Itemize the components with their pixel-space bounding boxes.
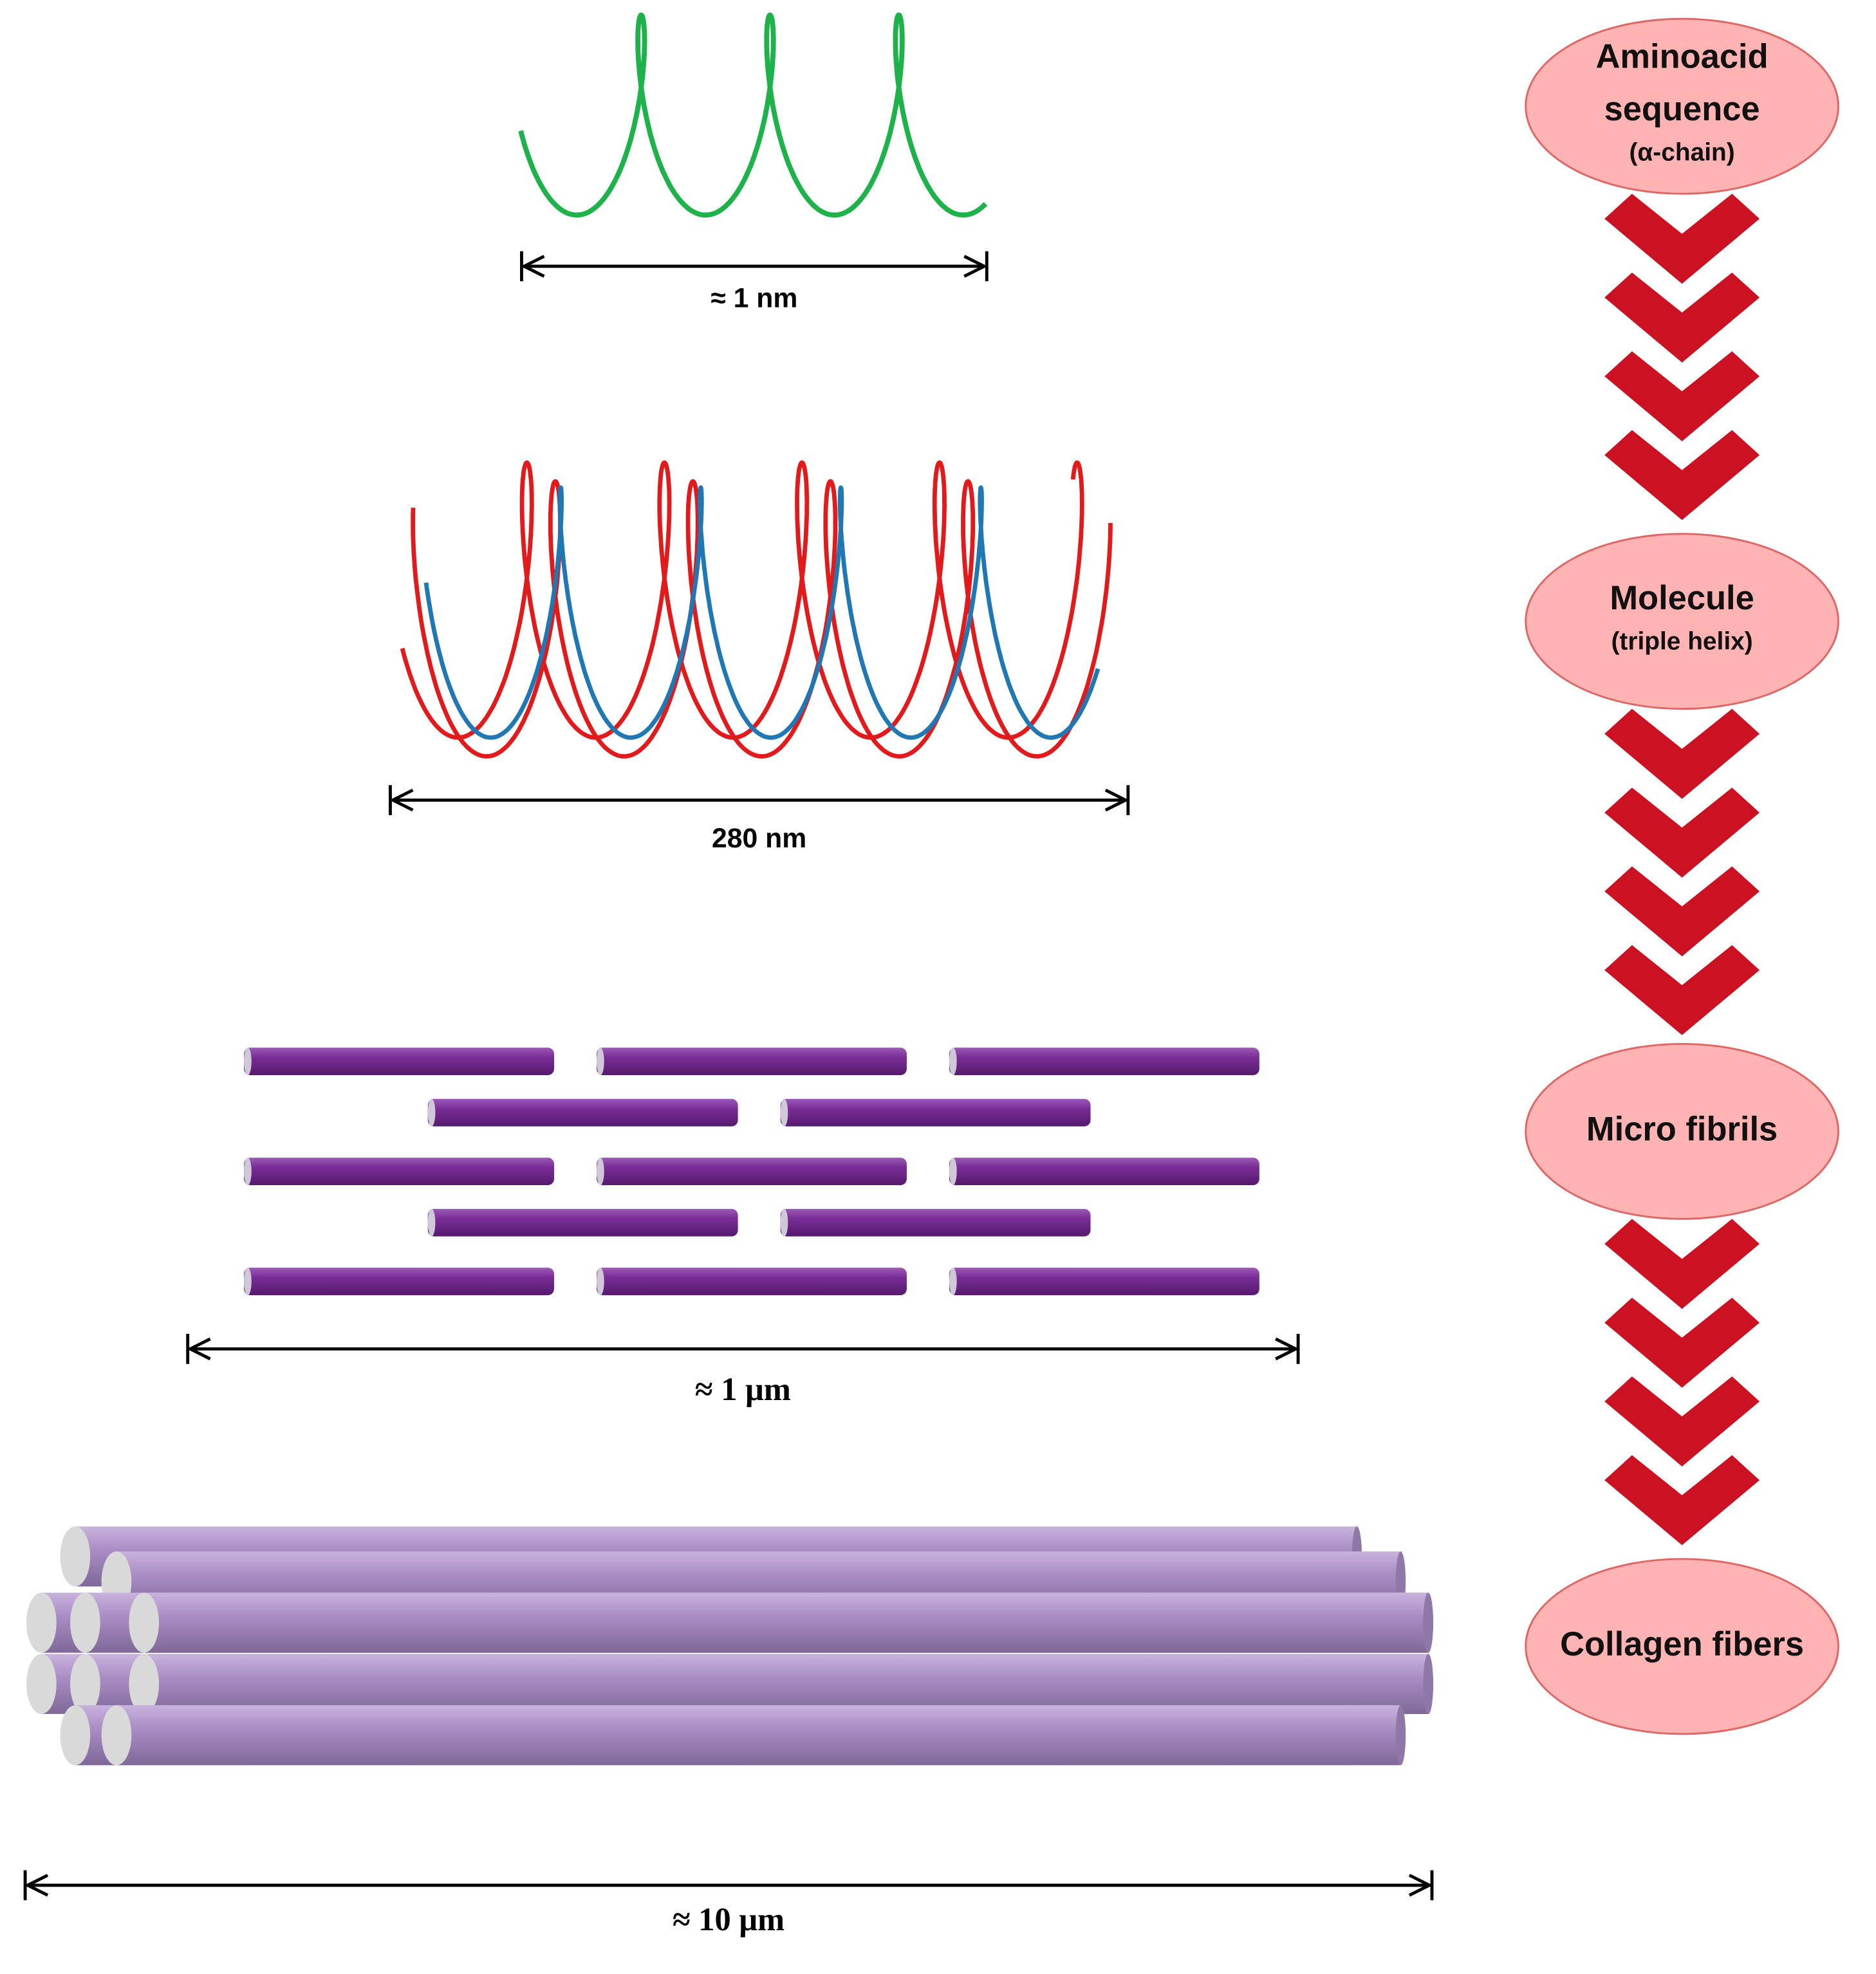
flow-chevron (1604, 866, 1760, 957)
fibril-rod (949, 1047, 1259, 1075)
stage-node (1525, 1042, 1839, 1220)
cylinder-cap (70, 1592, 100, 1653)
helix-strand (423, 485, 1101, 740)
fibril-rod (780, 1208, 1091, 1237)
fiber-cylinder (144, 1654, 1429, 1714)
fibril-rod (597, 1047, 907, 1075)
cylinder-cap (101, 1705, 132, 1766)
scale-label: 280 nm (712, 823, 806, 854)
stage-sublabel: (triple helix) (1611, 627, 1752, 655)
stage-label: Collagen fibers (1560, 1626, 1804, 1663)
cylinder-cap (70, 1654, 100, 1714)
fibril-rod (427, 1098, 738, 1127)
flow-chevron (1604, 1297, 1760, 1388)
scale-label: ≈ 10 μm (673, 1901, 785, 1937)
cylinder-cap (129, 1654, 160, 1714)
rod-cap (949, 1047, 957, 1075)
cylinder-end (1395, 1705, 1406, 1766)
cylinder-cap (60, 1526, 91, 1587)
flow-chevron (1604, 351, 1760, 441)
rod-cap (949, 1268, 957, 1295)
flow-chevron (1604, 945, 1760, 1035)
stage-node (1525, 533, 1839, 710)
rod-cap (427, 1098, 436, 1127)
rod-cap (244, 1047, 252, 1075)
stage-label: sequence (1604, 91, 1760, 128)
rod-cap (244, 1268, 252, 1295)
fibril-rod (597, 1158, 907, 1185)
rod-cap (780, 1208, 788, 1237)
fibril-rod (949, 1158, 1259, 1185)
cylinder-cap (26, 1654, 57, 1714)
scale-label: ≈ 1 nm (710, 283, 797, 314)
stage-label: Aminoacid (1596, 39, 1769, 76)
cylinder-end (1423, 1654, 1433, 1714)
cylinder-cap (26, 1592, 57, 1653)
fibril-rod (780, 1098, 1091, 1127)
cylinder-cap (60, 1705, 91, 1766)
stage-node (1525, 17, 1839, 195)
helix-strand (518, 12, 988, 218)
flow-chevron (1604, 194, 1760, 284)
rod-cap (244, 1158, 252, 1185)
stage-label: Micro fibrils (1586, 1111, 1778, 1148)
fiber-cylinder (116, 1705, 1401, 1766)
helix-strand (400, 460, 1084, 740)
fibril-rod (244, 1158, 554, 1185)
flow-chevron (1604, 788, 1760, 878)
scale-label: ≈ 1 μm (695, 1371, 791, 1407)
stage-label: Molecule (1610, 580, 1754, 617)
stage-node (1525, 1558, 1839, 1735)
fibril-rod (427, 1208, 738, 1237)
stage-sublabel: (α-chain) (1629, 139, 1734, 167)
rod-cap (780, 1098, 788, 1127)
fibril-rod (244, 1047, 554, 1075)
artwork: ≈ 1 nm 280 nm ≈ 1 μm ≈ 10 μm Aminoacid sequen… (23, 12, 1839, 1937)
rod-cap (597, 1047, 604, 1075)
fiber-cylinder (144, 1592, 1429, 1653)
rod-cap (597, 1268, 604, 1295)
flow-chevron (1604, 272, 1760, 363)
flow-chevron (1604, 1455, 1760, 1545)
cylinder-cap (129, 1592, 160, 1653)
flow-chevron (1604, 708, 1760, 799)
flow-chevron (1604, 1219, 1760, 1309)
fibril-rod (244, 1268, 554, 1295)
flow-chevron (1604, 430, 1760, 521)
rod-cap (597, 1158, 604, 1185)
rod-cap (949, 1158, 957, 1185)
cylinder-end (1423, 1592, 1433, 1653)
fibril-rod (949, 1268, 1259, 1295)
fibril-rod (597, 1268, 907, 1295)
flow-chevron (1604, 1376, 1760, 1467)
rod-cap (427, 1208, 436, 1237)
